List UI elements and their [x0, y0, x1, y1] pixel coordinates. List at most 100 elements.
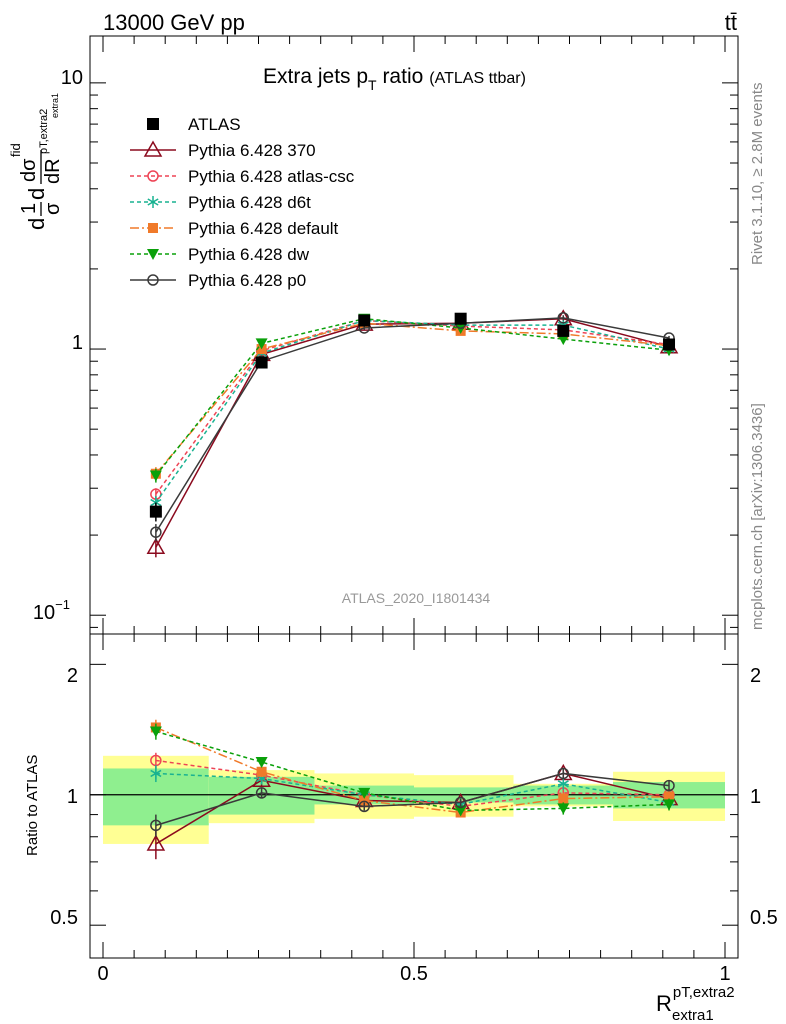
ratio-point-pythia-6-428-p0 [454, 796, 467, 809]
legend-marker-pythia-6-428-370 [143, 140, 163, 157]
legend-marker-pythia-6-428-atlas-csc [147, 170, 159, 182]
ratio-point-pythia-6-428-d6t-stroke [557, 780, 569, 788]
legend-marker-atlas [147, 118, 159, 130]
ylabel-sub: extra1 [50, 93, 60, 118]
chart-title-tag: (ATLAS ttbar) [429, 70, 526, 87]
ratio-point-pythia-6-428-dw [663, 799, 676, 811]
series-line-pythia-6-428-dw [155, 317, 670, 476]
legend-label-pythia-6-428-370: Pythia 6.428 370 [188, 141, 316, 160]
rivet-label: Rivet 3.1.10, ≥ 2.8M events [749, 83, 766, 266]
series-line-pythia-6-428-d6t [155, 319, 670, 503]
ylabel-sup: pT,extra2 [38, 109, 50, 154]
ratio-tick-label-2: 2 [67, 665, 78, 687]
ylabel-d2: d [24, 188, 49, 200]
legend-marker-pythia-6-428-d6t [147, 196, 159, 208]
point-atlas [557, 324, 570, 337]
energy-label: 13000 GeV pp [103, 10, 245, 35]
analysis-id: ATLAS_2020_I1801434 [342, 590, 491, 606]
ytick-exp: −1 [55, 597, 70, 612]
ylabel-d: d [24, 218, 49, 230]
legend-label-pythia-6-428-d6t: Pythia 6.428 d6t [188, 193, 311, 212]
ratio-tick-label-1-right: 1 [750, 786, 761, 808]
point-pythia-6-428-dw [255, 338, 268, 350]
point-atlas [454, 312, 467, 325]
ratio-point-pythia-6-428-370 [252, 770, 271, 788]
chart-title-suffix: ratio [377, 65, 424, 88]
ratio-line-pythia-6-428-atlas-csc [155, 759, 670, 808]
ratio-ticks [90, 634, 738, 958]
ratio-point-pythia-6-428-dw [255, 757, 268, 769]
legend-label-pythia-6-428-dw: Pythia 6.428 dw [188, 245, 310, 264]
legend-marker-pythia-6-428-dw [147, 249, 159, 260]
ratio-point-pythia-6-428-dw [358, 787, 371, 799]
ratio-panel: 2 1 0.5 2 1 0.5 Ratio to ATLAS [24, 633, 778, 959]
ratio-point-pythia-6-428-default [359, 795, 370, 806]
ratio-point-pythia-6-428-d6t [150, 767, 162, 780]
ytick-label-1: 1 [72, 332, 83, 354]
point-pythia-6-428-p0 [150, 526, 162, 538]
ratio-point-pythia-6-428-p0 [663, 779, 675, 792]
x-axis-label-sub: extra1 [672, 1007, 714, 1024]
ratio-tick-label-0.5-right: 0.5 [750, 907, 778, 929]
ylabel-dsigma: dσ [18, 158, 40, 182]
ratio-point-pythia-6-428-default [664, 791, 675, 802]
ratio-tick-label-2-right: 2 [750, 665, 761, 687]
ylabel-sigma: σ [42, 202, 64, 215]
ylabel-one: 1 [18, 203, 40, 214]
main-ylabel: d 1 σ d dσ fid dR pT,extra2 extra1 [8, 93, 64, 230]
x-axis-label: RpT,extra2 [656, 984, 735, 1016]
main-series [146, 309, 679, 558]
point-atlas [663, 338, 676, 351]
x-axis-label-sup: pT,extra2 [673, 984, 735, 1001]
chart-title-sub: T [368, 77, 377, 93]
ratio-ylabel: Ratio to ATLAS [24, 755, 41, 856]
ratio-series [146, 719, 679, 860]
legend-marker-pythia-6-428-default [148, 223, 158, 233]
chart-title: Extra jets pT ratio (ATLAS ttbar) [263, 65, 526, 93]
ylabel-fid: fid [8, 143, 23, 157]
ratio-line-pythia-6-428-p0 [155, 772, 670, 827]
ratio-point-pythia-6-428-default [558, 793, 569, 804]
ratio-point-pythia-6-428-d6t-stroke [150, 769, 162, 778]
ratio-point-pythia-6-428-370 [146, 834, 166, 851]
mcplots-label: mcplots.cern.ch [arXiv:1306.3436] [749, 403, 766, 630]
ratio-tick-label-0.5: 0.5 [50, 907, 78, 929]
ratio-point-pythia-6-428-p0 [358, 800, 370, 813]
legend-marker-pythia-6-428-p0 [147, 274, 159, 286]
series-line-pythia-6-428-atlas-csc [155, 319, 670, 495]
ratio-line-pythia-6-428-dw [155, 730, 670, 812]
ytick-label-10: 10 [61, 67, 83, 89]
point-pythia-6-428-dw [149, 470, 162, 482]
ytick-label-0.1: 10−1 [33, 597, 70, 624]
ratio-point-pythia-6-428-p0 [255, 787, 268, 799]
main-ticks [90, 36, 738, 634]
xtick-label-0: 0 [97, 963, 108, 985]
legend-label-atlas: ATLAS [188, 115, 241, 134]
point-atlas [358, 314, 371, 327]
xtick-label-0.5: 0.5 [400, 963, 428, 985]
series-line-pythia-6-428-default [155, 322, 670, 475]
ratio-point-pythia-6-428-p0 [150, 819, 162, 832]
ratio-tick-label-1: 1 [67, 786, 78, 808]
process-label: tt̄ [725, 10, 737, 35]
point-atlas [149, 505, 162, 518]
ratio-point-pythia-6-428-p0 [557, 767, 570, 780]
legend-label-pythia-6-428-p0: Pythia 6.428 p0 [188, 271, 306, 290]
series-line-pythia-6-428-p0 [155, 317, 670, 533]
legend-marker-pythia-6-428-d6t-stroke [147, 198, 159, 206]
ratio-point-pythia-6-428-dw [557, 803, 570, 815]
ratio-point-pythia-6-428-dw [149, 726, 162, 738]
series-line-pythia-6-428-370 [155, 317, 670, 548]
ratio-point-pythia-6-428-default [256, 766, 267, 777]
ratio-point-pythia-6-428-dw [454, 805, 467, 817]
ratio-line-pythia-6-428-d6t [155, 772, 670, 806]
point-pythia-6-428-p0 [557, 312, 570, 324]
xtick-label-1: 1 [719, 963, 730, 985]
point-atlas [255, 356, 268, 369]
legend: ATLAS Pythia 6.428 370 Pythia 6.428 atlas-… [130, 115, 355, 290]
ratio-point-pythia-6-428-d6t [557, 777, 569, 790]
legend-label-pythia-6-428-atlas-csc: Pythia 6.428 atlas-csc [188, 167, 355, 186]
legend-label-pythia-6-428-default: Pythia 6.428 default [188, 219, 339, 238]
ylabel-dr: dR [42, 158, 64, 184]
